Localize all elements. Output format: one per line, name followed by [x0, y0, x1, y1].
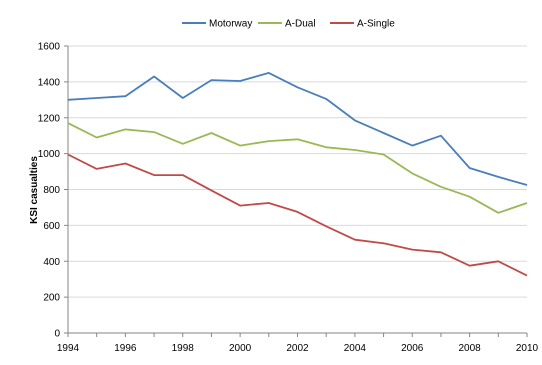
- x-tick-label: 2010: [516, 343, 539, 354]
- x-tick-label: 1998: [172, 343, 195, 354]
- x-tick-label: 1994: [57, 343, 80, 354]
- legend-label-a-single: A-Single: [357, 19, 395, 30]
- y-tick-label: 1600: [38, 42, 61, 53]
- y-tick-label: 600: [43, 221, 60, 232]
- gridlines: [68, 45, 527, 298]
- series-line-a-single: [67, 153, 528, 277]
- y-tick-label: 400: [43, 257, 60, 268]
- y-axis-title: KSI casualties: [29, 156, 40, 224]
- series-line-a-dual: [67, 122, 528, 214]
- x-tick-label: 2000: [229, 343, 252, 354]
- x-tick-label: 2008: [459, 343, 482, 354]
- y-tick-label: 1400: [38, 77, 61, 88]
- y-tick-label: 800: [43, 185, 60, 196]
- x-tick-label: 2002: [286, 343, 309, 354]
- y-tick-label: 1200: [38, 113, 61, 124]
- legend-label-motorway: Motorway: [209, 19, 252, 30]
- legend: Motorway A-Dual A-Single: [182, 19, 395, 30]
- series-lines: [67, 72, 528, 277]
- x-tick-label: 2006: [401, 343, 424, 354]
- x-tick-label: 1996: [114, 343, 137, 354]
- y-tick-label: 200: [43, 293, 60, 304]
- y-tick-label: 1000: [38, 149, 61, 160]
- x-tick-label: 2004: [344, 343, 367, 354]
- legend-label-a-dual: A-Dual: [285, 19, 316, 30]
- axes: [64, 45, 528, 337]
- series-line-motorway: [67, 72, 528, 186]
- y-tick-label: 0: [54, 329, 60, 340]
- tick-labels: 0 200 400 600 800 1000 1200 1400 1600 1994 1996 199…: [38, 42, 539, 355]
